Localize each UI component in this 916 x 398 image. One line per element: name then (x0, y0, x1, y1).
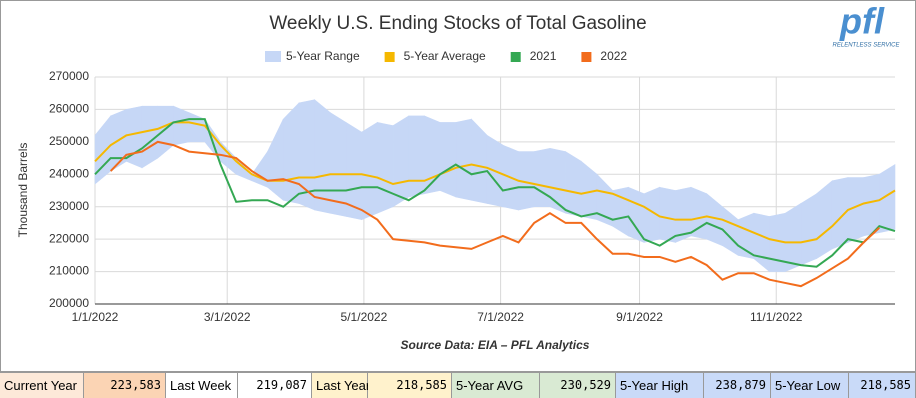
summary-value: 218,585 (368, 373, 452, 398)
range-band (408, 115, 425, 198)
legend-label: 5-Year Average (404, 49, 486, 63)
summary-value: 223,583 (84, 373, 166, 398)
chart: Weekly U.S. Ending Stocks of Total Gasol… (0, 0, 916, 372)
legend-swatch (384, 52, 395, 62)
logo: pfl (839, 1, 885, 42)
x-tick-label: 3/1/2022 (204, 310, 251, 324)
summary-value: 230,529 (540, 373, 616, 398)
legend-swatch (581, 52, 592, 62)
x-tick-label: 1/1/2022 (72, 310, 119, 324)
y-tick-label: 200000 (49, 296, 89, 310)
x-tick-label: 11/1/2022 (750, 310, 803, 324)
range-band (816, 180, 833, 260)
legend-swatch (510, 52, 521, 62)
range-band (439, 122, 457, 198)
summary-label: Current Year (0, 373, 84, 398)
range-band (737, 212, 755, 259)
legend-label: 5-Year Range (286, 49, 360, 63)
summary-value: 219,087 (238, 373, 312, 398)
y-tick-label: 220000 (49, 231, 89, 245)
summary-label: 5-Year High (616, 373, 704, 398)
series-line (94, 121, 896, 244)
y-tick-label: 240000 (49, 166, 89, 180)
x-tick-label: 9/1/2022 (616, 310, 663, 324)
summary-label: Last Year (312, 373, 370, 398)
y-tick-label: 260000 (49, 102, 89, 116)
legend-label: 2021 (530, 49, 557, 63)
y-tick-label: 270000 (49, 69, 89, 83)
summary-label: 5-Year Low (771, 373, 849, 398)
y-tick-label: 210000 (49, 264, 89, 278)
range-band (392, 115, 410, 208)
range-band (565, 151, 582, 217)
range-band (800, 193, 817, 266)
x-tick-label: 7/1/2022 (477, 310, 524, 324)
summary-strip: Current Year 223,583 Last Week 219,087 Last … (0, 372, 916, 398)
range-band (173, 105, 190, 146)
summary-value: 238,879 (704, 373, 771, 398)
x-tick-label: 5/1/2022 (341, 310, 388, 324)
range-band (377, 122, 394, 214)
legend-swatch (265, 51, 281, 62)
range-band (282, 102, 300, 204)
source-note: Source Data: EIA – PFL Analytics (401, 338, 590, 352)
range-band (533, 147, 551, 208)
legend-label: 2022 (600, 49, 627, 63)
series-line (109, 140, 880, 288)
summary-value: 218,585 (849, 373, 916, 398)
series-line (94, 118, 896, 268)
y-axis-label: Thousand Barrels (16, 143, 30, 238)
range-band (879, 164, 896, 234)
y-tick-label: 230000 (49, 199, 89, 213)
range-band (659, 186, 676, 243)
range-band (361, 121, 378, 221)
range-band (126, 105, 143, 169)
logo-tagline: RELENTLESS SERVICE (833, 43, 901, 49)
chart-title: Weekly U.S. Ending Stocks of Total Gasol… (269, 13, 646, 34)
y-tick-label: 250000 (49, 134, 89, 148)
summary-label: 5-Year AVG (452, 373, 540, 398)
range-band (314, 99, 331, 214)
range-band (863, 173, 880, 237)
summary-label: Last Week (166, 373, 238, 398)
range-band (455, 118, 472, 201)
